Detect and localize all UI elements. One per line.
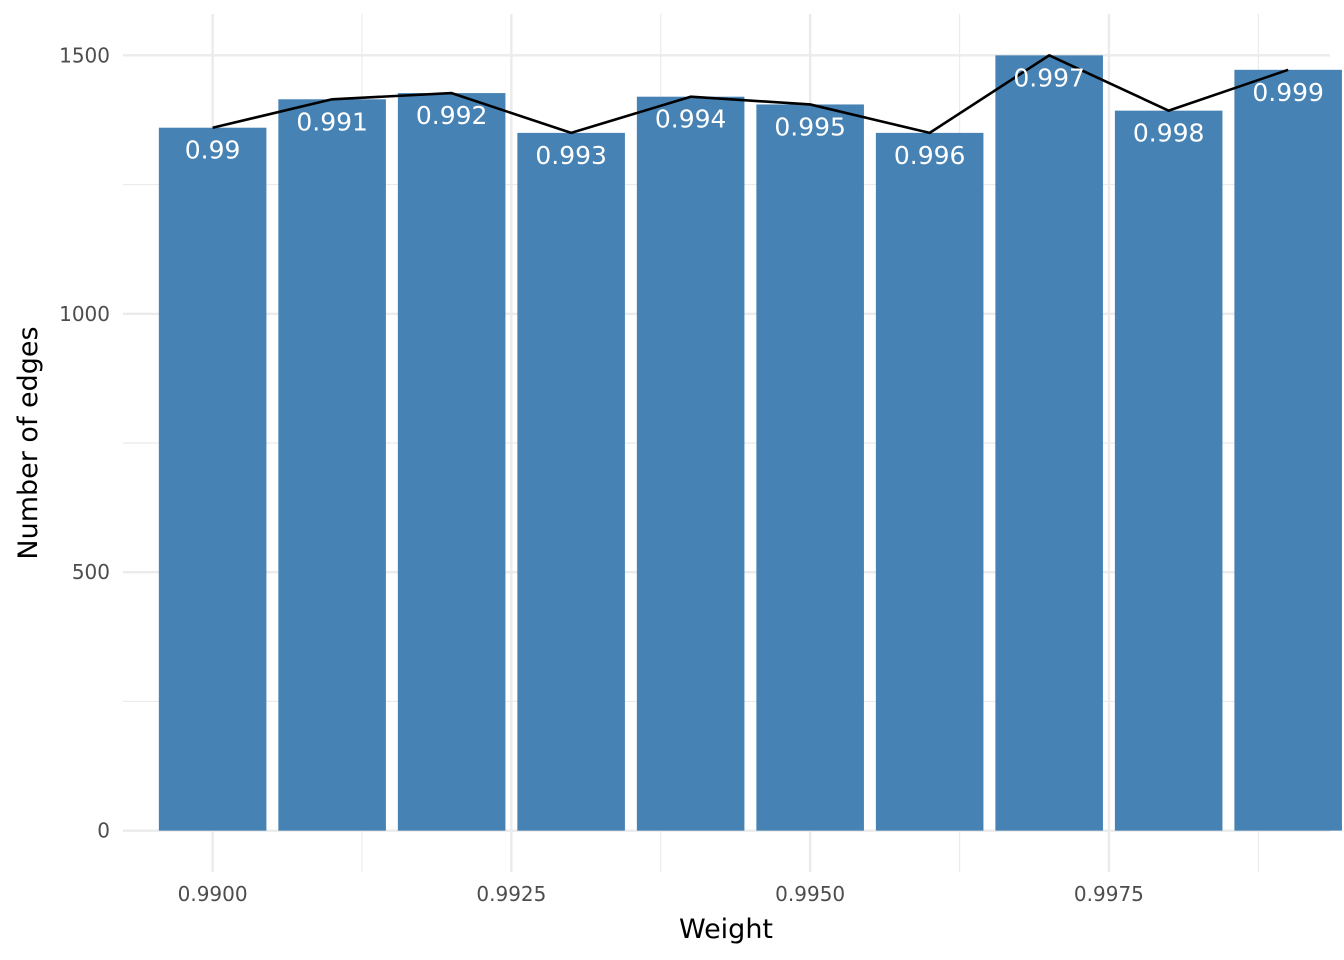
x-tick-label: 0.9900 bbox=[178, 882, 248, 906]
y-tick-label: 1500 bbox=[59, 43, 110, 67]
x-tick-label: 0.9925 bbox=[476, 882, 546, 906]
series-line bbox=[212, 54, 1289, 135]
bar-label: 0.996 bbox=[894, 141, 966, 170]
x-axis-title: Weight bbox=[679, 914, 773, 945]
bar-label: 0.991 bbox=[296, 107, 368, 136]
bar-label: 0.997 bbox=[1013, 63, 1085, 92]
trend-line bbox=[212, 54, 1289, 135]
y-axis-ticks: 0 500 1000 1500 bbox=[59, 43, 110, 842]
bar-label: 0.993 bbox=[535, 141, 607, 170]
bar-label: 0.999 bbox=[1252, 78, 1324, 107]
bar bbox=[517, 132, 625, 831]
bar bbox=[397, 93, 506, 831]
y-axis-title: Number of edges bbox=[13, 326, 44, 559]
x-axis-ticks: 0.9900 0.9925 0.9950 0.9975 bbox=[178, 882, 1144, 906]
bar-label: 0.99 bbox=[185, 136, 241, 165]
y-tick-label: 1000 bbox=[59, 302, 110, 326]
bars bbox=[158, 55, 1342, 831]
bar-label: 0.998 bbox=[1133, 119, 1205, 148]
bar bbox=[995, 55, 1103, 831]
bar bbox=[636, 96, 745, 831]
bar-label: 0.994 bbox=[655, 105, 727, 134]
bar bbox=[875, 132, 984, 831]
bar bbox=[158, 127, 267, 831]
bar bbox=[1114, 110, 1223, 831]
bar-label: 0.992 bbox=[416, 101, 488, 130]
bar bbox=[756, 104, 864, 831]
x-tick-label: 0.9950 bbox=[775, 882, 845, 906]
y-tick-label: 500 bbox=[72, 560, 110, 584]
y-tick-label: 0 bbox=[97, 819, 110, 843]
bar-label: 0.995 bbox=[774, 112, 846, 141]
x-tick-label: 0.9975 bbox=[1074, 882, 1144, 906]
bar-labels: 0.99 0.991 0.992 0.993 0.994 0.995 0.996 0.997 0… bbox=[185, 63, 1324, 170]
bar bbox=[278, 99, 386, 831]
bar bbox=[1234, 69, 1342, 831]
